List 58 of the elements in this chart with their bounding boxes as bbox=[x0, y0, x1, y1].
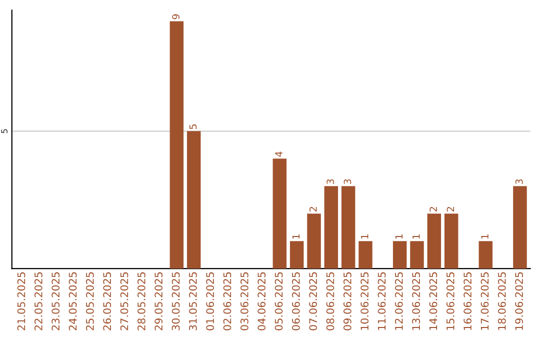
bar bbox=[410, 241, 424, 269]
x-tick-label: 10.06.2025 bbox=[360, 272, 369, 330]
bar bbox=[444, 214, 458, 269]
bar bbox=[513, 186, 527, 269]
bar bbox=[324, 186, 338, 269]
x-tick-label: 31.05.2025 bbox=[188, 272, 197, 330]
data-label: 4 bbox=[275, 152, 282, 157]
data-label: 3 bbox=[515, 179, 523, 184]
x-tick-label: 08.06.2025 bbox=[326, 272, 334, 330]
x-tick-label: 22.05.2025 bbox=[34, 272, 42, 330]
x-tick-label: 18.06.2025 bbox=[498, 272, 506, 330]
data-label: 5 bbox=[189, 124, 197, 130]
data-label: 2 bbox=[430, 207, 437, 212]
data-label: 1 bbox=[361, 234, 368, 239]
bar bbox=[272, 158, 287, 269]
bar bbox=[427, 214, 442, 269]
data-label: 1 bbox=[292, 234, 300, 239]
x-tick-label: 09.06.2025 bbox=[343, 272, 352, 330]
x-tick-label: 07.06.2025 bbox=[309, 272, 318, 330]
x-tick-label: 28.05.2025 bbox=[137, 272, 146, 330]
x-tick-label: 26.05.2025 bbox=[103, 272, 112, 330]
x-tick-label: 02.06.2025 bbox=[223, 272, 232, 330]
x-tick-label: 30.05.2025 bbox=[172, 272, 180, 330]
x-tick-label: 01.06.2025 bbox=[206, 272, 214, 330]
data-label: 1 bbox=[412, 234, 420, 239]
x-tick-label: 12.06.2025 bbox=[394, 272, 403, 330]
data-label: 2 bbox=[309, 207, 317, 212]
x-tick-label: 23.05.2025 bbox=[52, 272, 60, 330]
x-tick-label: 25.05.2025 bbox=[86, 272, 94, 330]
data-label: 3 bbox=[326, 179, 334, 184]
x-tick-label: 29.05.2025 bbox=[154, 272, 163, 330]
bar bbox=[341, 186, 356, 269]
data-label: 3 bbox=[344, 179, 352, 184]
bar bbox=[392, 241, 407, 269]
x-tick-label: 15.06.2025 bbox=[446, 272, 454, 330]
x-tick-label: 13.06.2025 bbox=[412, 272, 420, 330]
x-tick-label: 06.06.2025 bbox=[292, 272, 300, 330]
bar bbox=[170, 21, 184, 269]
x-tick-label: 17.06.2025 bbox=[480, 272, 489, 330]
data-label: 1 bbox=[481, 234, 488, 239]
bar bbox=[358, 241, 372, 269]
x-tick-label: 21.05.2025 bbox=[17, 272, 26, 330]
x-tick-label: 24.05.2025 bbox=[68, 272, 77, 330]
bar bbox=[307, 214, 321, 269]
x-tick-label: 03.06.2025 bbox=[240, 272, 248, 330]
bar bbox=[186, 131, 201, 269]
x-tick-label: 16.06.2025 bbox=[464, 272, 472, 330]
x-tick-label: 19.06.2025 bbox=[515, 272, 524, 330]
data-label: 2 bbox=[446, 207, 454, 212]
data-label: 9 bbox=[172, 14, 180, 20]
x-tick-label: 11.06.2025 bbox=[378, 272, 386, 330]
bar bbox=[478, 241, 493, 269]
x-tick-label: 14.06.2025 bbox=[429, 272, 438, 330]
data-label: 1 bbox=[395, 234, 403, 239]
x-tick-label: 05.06.2025 bbox=[274, 272, 283, 330]
x-tick-label: 04.06.2025 bbox=[258, 272, 266, 330]
x-tick-label: 27.05.2025 bbox=[120, 272, 128, 330]
bar bbox=[290, 241, 304, 269]
